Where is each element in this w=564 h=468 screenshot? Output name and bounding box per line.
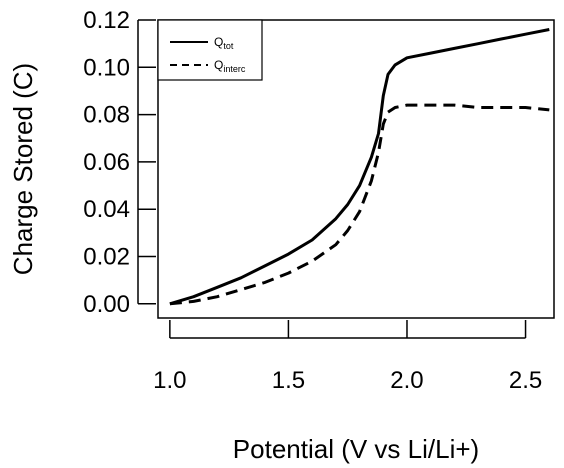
x-tick-label: 2.0	[390, 367, 423, 394]
legend: Qtot Qinterc	[157, 19, 263, 81]
y-axis: 0.00 0.02 0.04 0.06 0.08 0.10 0.12	[83, 7, 156, 318]
y-tick-label: 0.08	[83, 102, 130, 129]
x-tick-label: 1.5	[272, 367, 305, 394]
plot-box	[157, 19, 555, 319]
y-tick-label: 0.06	[83, 149, 130, 176]
series-layer	[169, 28, 550, 306]
legend-label-tot: Qtot	[214, 35, 234, 51]
x-tick-label: 1.0	[153, 367, 186, 394]
y-tick-label: 0.00	[83, 291, 130, 318]
legend-box	[157, 19, 263, 81]
y-tick-label: 0.02	[83, 244, 130, 271]
series-line-interc	[169, 103, 550, 306]
y-tick-label: 0.04	[83, 196, 130, 223]
x-tick-label: 2.5	[509, 367, 542, 394]
y-tick-label: 0.12	[83, 7, 130, 34]
x-axis-title: Potential (V vs Li/Li+)	[233, 434, 479, 464]
x-axis: 1.0 1.5 2.0 2.5	[153, 320, 542, 394]
legend-label-interc: Qinterc	[214, 58, 246, 74]
y-tick-label: 0.10	[83, 54, 130, 81]
series-line-tot	[169, 28, 550, 306]
y-axis-title: Charge Stored (C)	[8, 63, 38, 275]
